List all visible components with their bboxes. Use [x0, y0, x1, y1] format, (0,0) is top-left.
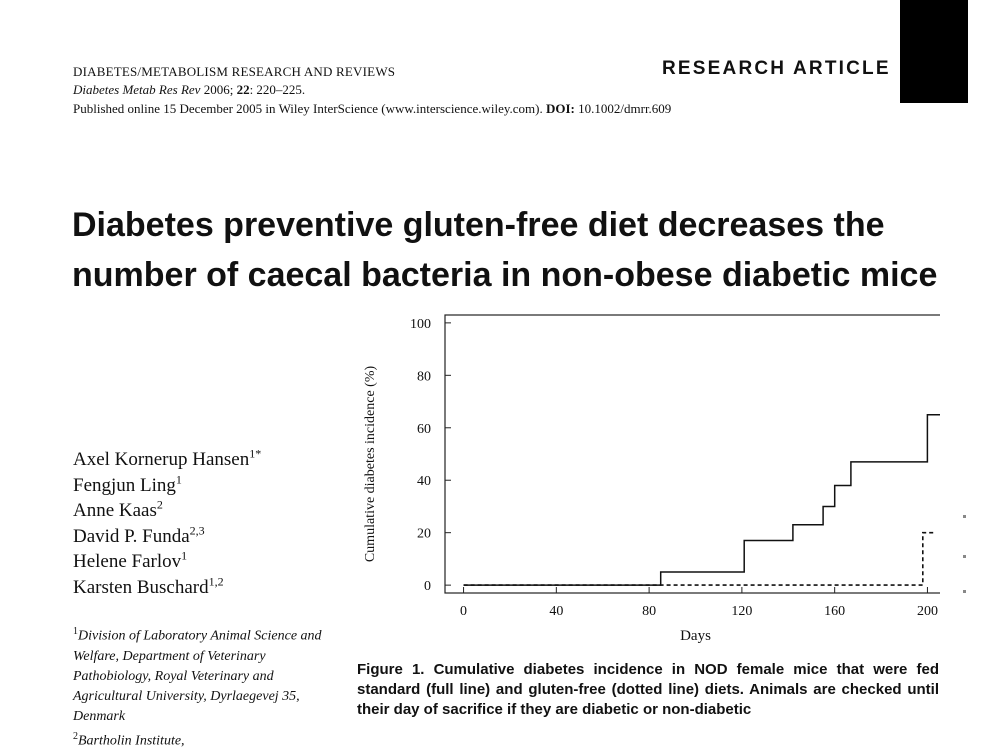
author-affiliation-mark: 2 — [156, 497, 163, 512]
affiliation-2: 2Bartholin Institute, — [73, 727, 338, 751]
x-tick-label: 160 — [824, 604, 845, 619]
author-entry: Fengjun Ling1 — [73, 473, 261, 499]
y-tick-label: 80 — [417, 369, 431, 384]
author-list: Axel Kornerup Hansen1* Fengjun Ling1 Ann… — [73, 447, 261, 600]
y-axis-label: Cumulative diabetes incidence (%) — [363, 366, 378, 563]
edge-mark — [963, 590, 966, 593]
journal-name: DIABETES/METABOLISM RESEARCH AND REVIEWS — [73, 64, 396, 79]
citation-pages: : 220–225. — [249, 82, 306, 97]
x-tick-label: 80 — [642, 604, 656, 619]
article-title: Diabetes preventive gluten-free diet dec… — [72, 206, 938, 294]
affiliation-mark: 1 — [73, 626, 78, 637]
plot-frame — [444, 314, 940, 594]
series-layer — [463, 413, 940, 586]
y-tick-label: 0 — [424, 579, 431, 594]
author-affiliation-mark: 1 — [175, 472, 182, 487]
figure-caption: Figure 1. Cumulative diabetes incidence … — [357, 660, 939, 720]
corner-black-block — [900, 0, 968, 103]
author-affiliation-mark: 2,3 — [189, 523, 205, 538]
author-name: Helene Farlov — [73, 551, 182, 572]
author-entry: Helene Farlov1 — [73, 549, 261, 575]
y-tick-label: 60 — [417, 422, 431, 437]
author-entry: Axel Kornerup Hansen1* — [73, 447, 261, 473]
author-name: David P. Funda — [73, 525, 190, 547]
y-axis-ticks: 0 20 40 60 80 100 — [410, 317, 451, 594]
edge-mark — [963, 555, 966, 558]
y-tick-label: 40 — [417, 474, 431, 489]
author-name: Axel Kornerup Hansen — [73, 449, 250, 470]
affiliation-1: 1Division of Laboratory Animal Science a… — [73, 622, 338, 727]
x-tick-label: 0 — [460, 604, 467, 619]
x-axis-label: Days — [680, 628, 711, 644]
author-name: Anne Kaas — [73, 500, 157, 521]
y-tick-label: 100 — [410, 317, 431, 332]
citation-volume: 22 — [236, 82, 250, 97]
author-affiliation-mark: 1* — [249, 446, 262, 461]
edge-mark — [963, 515, 966, 518]
solid-series-line — [463, 413, 940, 586]
author-entry: Anne Kaas2 — [73, 498, 261, 524]
affiliation-text: Division of Laboratory Animal Science an… — [73, 628, 322, 724]
x-tick-label: 200 — [917, 604, 938, 619]
published-text: Published online 15 December 2005 in Wil… — [73, 101, 543, 116]
caption-text: Cumulative diabetes incidence in NOD fem… — [357, 661, 939, 718]
journal-citation: Diabetes Metab Res Rev 2006; 22: 220–225… — [73, 82, 305, 98]
author-name: Karsten Buschard — [73, 576, 209, 598]
publication-info: Published online 15 December 2005 in Wil… — [73, 101, 671, 117]
affiliation-mark: 2 — [73, 730, 78, 742]
affiliation-text: Bartholin Institute, — [78, 733, 185, 749]
citation-journal: Diabetes Metab Res Rev — [73, 82, 201, 97]
author-affiliation-mark: 1,2 — [208, 574, 224, 589]
author-affiliation-mark: 1 — [181, 548, 188, 563]
author-entry: Karsten Buschard1,2 — [73, 575, 261, 601]
author-name: Fengjun Ling — [73, 474, 176, 496]
diabetes-incidence-chart: 0 20 40 60 80 100 0 40 80 120 160 200 Days Cumulat… — [363, 314, 940, 644]
doi-label: DOI: — [546, 101, 575, 116]
article-type-label: RESEARCH ARTICLE — [662, 58, 891, 79]
citation-year: 2006; — [203, 82, 234, 97]
x-tick-label: 120 — [731, 604, 752, 619]
dotted-series-line — [463, 531, 935, 586]
affiliations: 1Division of Laboratory Animal Science a… — [73, 622, 338, 751]
doi-link[interactable]: 10.1002/dmrr.609 — [578, 101, 672, 116]
x-tick-label: 40 — [549, 604, 563, 619]
y-tick-label: 20 — [417, 527, 431, 542]
author-entry: David P. Funda2,3 — [73, 524, 261, 550]
x-axis-ticks: 0 40 80 120 160 200 — [460, 587, 938, 619]
caption-label: Figure 1. — [357, 661, 425, 678]
